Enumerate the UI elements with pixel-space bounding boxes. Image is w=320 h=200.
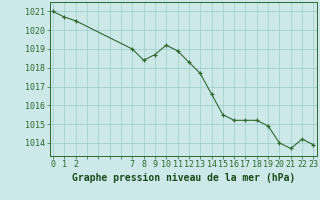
X-axis label: Graphe pression niveau de la mer (hPa): Graphe pression niveau de la mer (hPa): [72, 173, 295, 183]
